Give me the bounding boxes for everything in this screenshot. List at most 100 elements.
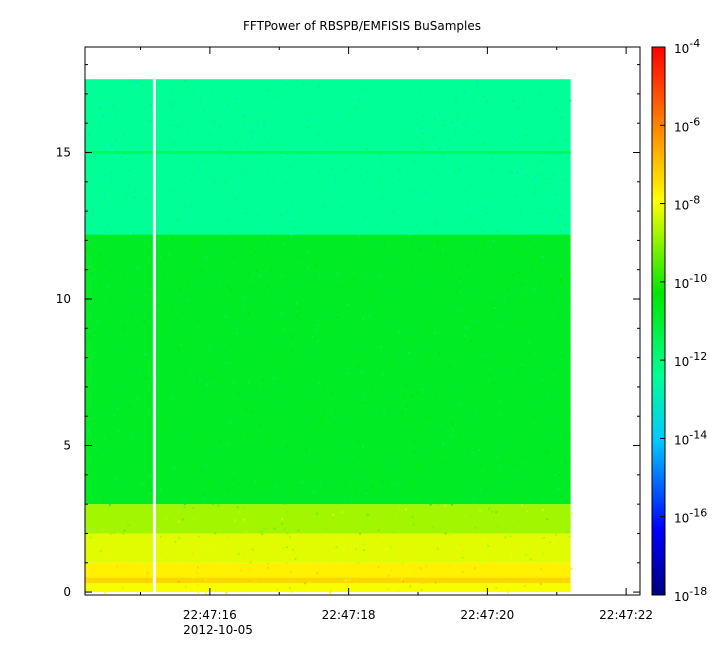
heatmap-speckle xyxy=(249,561,252,564)
heatmap-speckle xyxy=(492,560,495,563)
heatmap-speckle xyxy=(151,496,154,499)
heatmap-speckle xyxy=(425,425,428,428)
heatmap-speckle xyxy=(219,573,222,576)
heatmap-speckle xyxy=(389,242,392,245)
heatmap-speckle xyxy=(232,161,235,164)
heatmap-speckle xyxy=(465,390,468,393)
heatmap-speckle xyxy=(230,350,233,353)
heatmap-speckle xyxy=(316,512,319,515)
heatmap-speckle xyxy=(317,343,320,346)
heatmap-speckle xyxy=(159,488,162,491)
heatmap-speckle xyxy=(303,101,306,104)
heatmap-speckle xyxy=(558,215,561,218)
heatmap-speckle xyxy=(100,225,103,228)
heatmap-speckle xyxy=(346,303,349,306)
heatmap-speckle xyxy=(459,375,462,378)
heatmap-speckle xyxy=(479,203,482,206)
heatmap-speckle xyxy=(455,100,458,103)
heatmap-speckle xyxy=(293,271,296,274)
heatmap-speckle xyxy=(273,527,276,530)
heatmap-speckle xyxy=(343,548,346,551)
heatmap-speckle xyxy=(495,229,498,232)
heatmap-speckle xyxy=(436,240,439,243)
heatmap-speckle xyxy=(327,590,330,593)
heatmap-speckle xyxy=(377,566,380,569)
heatmap-speckle xyxy=(361,219,364,222)
heatmap-speckle xyxy=(281,312,284,315)
heatmap-speckle xyxy=(559,278,562,281)
heatmap-speckle xyxy=(243,554,246,557)
heatmap-speckle xyxy=(318,260,321,263)
heatmap-speckle xyxy=(532,359,535,362)
heatmap-speckle xyxy=(563,179,566,182)
heatmap-speckle xyxy=(255,137,258,140)
heatmap-speckle xyxy=(262,289,265,292)
heatmap-speckle xyxy=(451,121,454,124)
heatmap-speckle xyxy=(261,443,264,446)
heatmap-speckle xyxy=(349,112,352,115)
heatmap-speckle xyxy=(107,137,110,140)
heatmap-speckle xyxy=(378,98,381,101)
heatmap-speckle xyxy=(286,510,289,513)
heatmap-speckle xyxy=(474,526,477,529)
heatmap-speckle xyxy=(350,500,353,503)
heatmap-speckle xyxy=(121,346,124,349)
heatmap-speckle xyxy=(428,436,431,439)
heatmap-speckle xyxy=(448,139,451,142)
heatmap-speckle xyxy=(129,414,132,417)
heatmap-speckle xyxy=(532,288,535,291)
heatmap-speckle xyxy=(159,552,162,555)
heatmap-speckle xyxy=(419,90,422,93)
heatmap-speckle xyxy=(123,573,126,576)
heatmap-speckle xyxy=(322,334,325,337)
heatmap-speckle xyxy=(545,450,548,453)
heatmap-speckle xyxy=(539,93,542,96)
heatmap-speckle xyxy=(408,351,411,354)
heatmap-speckle xyxy=(503,479,506,482)
heatmap-speckle xyxy=(491,510,494,513)
heatmap-speckle xyxy=(406,485,409,488)
heatmap-speckle xyxy=(407,557,410,560)
heatmap-speckle xyxy=(479,227,482,230)
heatmap-speckle xyxy=(310,234,313,237)
heatmap-speckle xyxy=(318,133,321,136)
heatmap-speckle xyxy=(547,452,550,455)
heatmap-speckle xyxy=(256,213,259,216)
heatmap-speckle xyxy=(429,416,432,419)
heatmap-speckle xyxy=(500,325,503,328)
heatmap-speckle xyxy=(262,125,265,128)
heatmap-speckle xyxy=(107,237,110,240)
heatmap-speckle xyxy=(164,131,167,134)
heatmap-speckle xyxy=(382,306,385,309)
heatmap-speckle xyxy=(397,118,400,121)
heatmap-speckle xyxy=(459,543,462,546)
heatmap-speckle xyxy=(451,423,454,426)
heatmap-speckle xyxy=(107,297,110,300)
heatmap-speckle xyxy=(190,281,193,284)
heatmap-speckle xyxy=(534,176,537,179)
heatmap-speckle xyxy=(421,146,424,149)
heatmap-speckle xyxy=(334,409,337,412)
heatmap-speckle xyxy=(301,481,304,484)
heatmap-speckle xyxy=(428,332,431,335)
colorbar-tick-label: 10-10 xyxy=(674,272,707,291)
heatmap-speckle xyxy=(419,229,422,232)
heatmap-speckle xyxy=(542,427,545,430)
heatmap-speckle xyxy=(391,364,394,367)
heatmap-speckle xyxy=(185,139,188,142)
heatmap-speckle xyxy=(96,320,99,323)
heatmap-speckle xyxy=(284,246,287,249)
heatmap-speckle xyxy=(193,518,196,521)
heatmap-speckle xyxy=(435,393,438,396)
heatmap-speckle xyxy=(271,177,274,180)
heatmap-speckle xyxy=(270,268,273,271)
heatmap-speckle xyxy=(139,372,142,375)
heatmap-speckle xyxy=(247,381,250,384)
heatmap-speckle xyxy=(474,414,477,417)
heatmap-speckle xyxy=(458,482,461,485)
heatmap-speckle xyxy=(179,288,182,291)
heatmap-speckle xyxy=(234,97,237,100)
heatmap-speckle xyxy=(164,515,167,518)
heatmap-speckle xyxy=(541,316,544,319)
heatmap-speckle xyxy=(317,381,320,384)
